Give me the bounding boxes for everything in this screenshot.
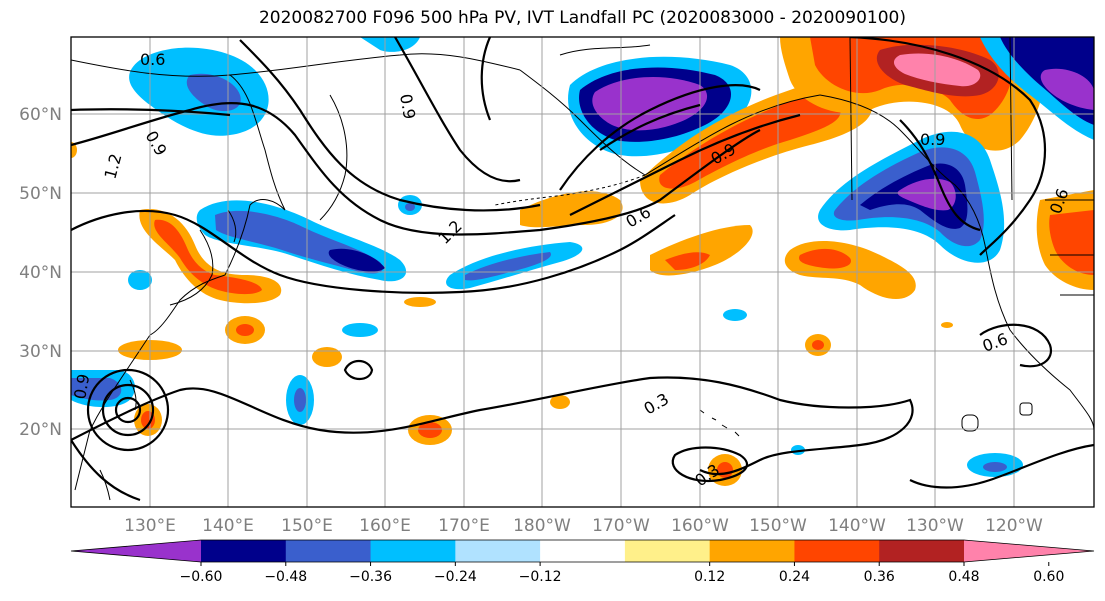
contour-label: 0.9 [70, 372, 93, 400]
lon-label: 170°W [592, 516, 650, 536]
colorbar-extend-high [964, 540, 1094, 562]
colorbar-tick-label: −0.36 [349, 569, 392, 585]
lon-label: 130°W [906, 516, 964, 536]
lat-label: 40°N [19, 263, 62, 283]
lon-label: 160°W [671, 516, 729, 536]
colorbar-segment [455, 540, 541, 562]
lon-label: 140°W [828, 516, 886, 536]
latitude-labels: 60°N 50°N 40°N 30°N 20°N [19, 105, 62, 440]
colorbar-tick-label: 0.48 [948, 569, 979, 585]
lon-label: 170°E [438, 516, 490, 536]
lat-label: 30°N [19, 342, 62, 362]
colorbar-segment [794, 540, 880, 562]
colorbar-segment [370, 540, 456, 562]
colorbar-segment [624, 540, 711, 562]
colorbar-segment [879, 540, 965, 562]
coastlines [71, 37, 1094, 501]
colorbar-tick-label: 0.12 [694, 569, 725, 585]
lat-label: 20°N [19, 420, 62, 440]
colorbar-segment [540, 540, 626, 562]
colorbar-extend-low [71, 540, 201, 562]
contour-label: 0.9 [396, 92, 419, 120]
lon-label: 150°W [749, 516, 807, 536]
longitude-labels: 130°E 140°E 150°E 160°E 170°E 180°W 170°… [124, 516, 1043, 536]
map-frame [70, 36, 1095, 508]
lon-label: 130°E [124, 516, 176, 536]
colorbar-tick-label: −0.12 [519, 569, 562, 585]
colorbar-segment [201, 540, 287, 562]
colorbar-tick-label: −0.60 [180, 569, 223, 585]
colorbar-tick-label: 0.60 [1033, 569, 1064, 585]
lon-label: 120°W [985, 516, 1043, 536]
colorbar-segment [285, 540, 372, 562]
lon-label: 160°E [359, 516, 411, 536]
contour-label: 0.6 [140, 50, 165, 69]
lon-label: 180°W [513, 516, 571, 536]
lat-label: 50°N [19, 184, 62, 204]
lon-label: 150°E [281, 516, 333, 536]
colorbar: −0.60 −0.48 −0.36 −0.24 −0.12 0.12 0.24 0.36 0.4… [70, 539, 1095, 585]
lon-label: 140°E [202, 516, 254, 536]
colorbar-tick-label: 0.24 [779, 569, 810, 585]
graticule [71, 37, 1094, 507]
ivt-contours [71, 37, 1094, 502]
colorbar-tick-label: 0.36 [864, 569, 895, 585]
colorbar-tick-label: −0.24 [434, 569, 477, 585]
map-title: 2020082700 F096 500 hPa PV, IVT Landfall… [258, 8, 906, 28]
colorbar-segment [709, 540, 795, 562]
colorbar-tick-label: −0.48 [264, 569, 307, 585]
lat-label: 60°N [19, 105, 62, 125]
contour-label: 0.9 [920, 130, 945, 149]
